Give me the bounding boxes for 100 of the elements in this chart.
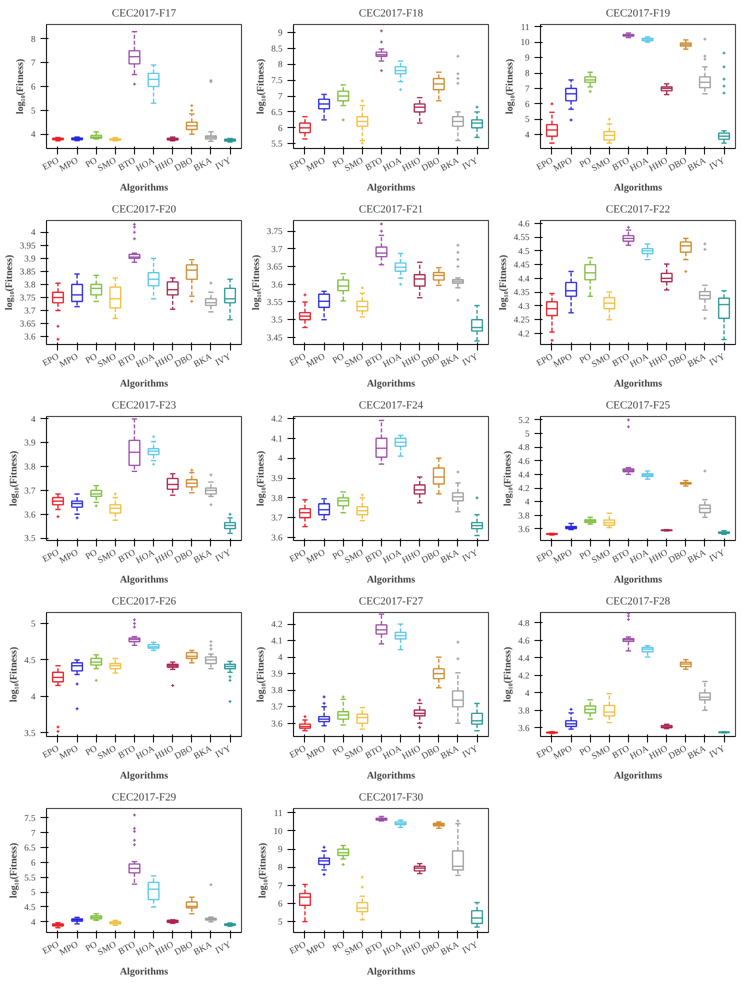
chart-title: CEC2017-F22 bbox=[606, 204, 670, 216]
y-tick-label: 3.9 bbox=[24, 438, 36, 448]
y-tick-label: 4.6 bbox=[518, 218, 530, 228]
y-tick-label: 10 bbox=[520, 37, 530, 48]
x-axis-title: Algorithms bbox=[366, 182, 416, 194]
x-tick-label: IVY bbox=[214, 154, 233, 172]
x-tick-label: MPO bbox=[58, 938, 80, 958]
y-tick-label: 4.1 bbox=[271, 433, 282, 444]
x-tick-label: SMO bbox=[342, 938, 366, 958]
y-tick-label: 4.5 bbox=[24, 902, 36, 912]
y-tick-label: 3.9 bbox=[24, 253, 36, 264]
y-axis-title: log₁₀(Fitness) bbox=[15, 58, 26, 114]
x-axis-title: Algorithms bbox=[366, 770, 416, 782]
x-tick-label: MPO bbox=[552, 350, 574, 370]
x-tick-label: SMO bbox=[96, 350, 118, 370]
y-tick-label: 3.8 bbox=[24, 462, 36, 472]
y-tick-label: 9 bbox=[525, 52, 530, 63]
y-tick-label: 4 bbox=[278, 652, 283, 662]
y-tick-label: 4.55 bbox=[514, 232, 530, 242]
x-tick-label: HOA bbox=[628, 742, 650, 762]
y-tick-label: 4 bbox=[31, 129, 36, 140]
y-tick-label: 3.8 bbox=[518, 510, 530, 520]
y-tick-label: 4.2 bbox=[271, 619, 282, 630]
chart-title: CEC2017-F17 bbox=[112, 8, 177, 20]
x-tick-label: IVY bbox=[214, 742, 233, 760]
y-tick-label: 3.6 bbox=[271, 718, 283, 728]
x-tick-label: HOA bbox=[628, 546, 650, 566]
x-tick-label: SMO bbox=[590, 350, 612, 370]
y-axis-title: log₁₀(Fitness) bbox=[250, 254, 262, 310]
x-tick-label: HOA bbox=[134, 154, 156, 174]
x-tick-label: IVY bbox=[460, 154, 480, 172]
y-tick-label: 4 bbox=[525, 496, 530, 507]
x-tick-label: HOA bbox=[381, 742, 404, 762]
x-tick-label: MPO bbox=[552, 154, 574, 174]
chart-title: CEC2017-F26 bbox=[112, 596, 177, 608]
x-axis-title: Algorithms bbox=[614, 182, 662, 194]
x-tick-label: MPO bbox=[304, 938, 327, 958]
y-tick-label: 3.6 bbox=[24, 509, 36, 520]
x-tick-label: SMO bbox=[96, 154, 118, 174]
x-tick-label: SMO bbox=[96, 938, 118, 958]
x-tick-label: HOA bbox=[134, 938, 156, 958]
x-tick-label: BKA bbox=[192, 742, 214, 761]
x-tick-label: IVY bbox=[460, 350, 480, 368]
y-tick-label: 4.6 bbox=[518, 635, 530, 646]
y-tick-label: 3.6 bbox=[518, 524, 530, 534]
x-tick-label: IVY bbox=[708, 742, 727, 760]
x-axis-title: Algorithms bbox=[120, 770, 168, 782]
x-axis-title: Algorithms bbox=[120, 966, 168, 978]
x-tick-label: IVY bbox=[460, 742, 480, 760]
y-tick-label: 4.4 bbox=[518, 652, 530, 663]
x-tick-label: SMO bbox=[342, 154, 366, 174]
x-tick-label: SMO bbox=[590, 742, 612, 762]
y-tick-label: 9 bbox=[278, 27, 283, 38]
y-axis-title: log₁₀(Fitness) bbox=[4, 254, 15, 310]
y-tick-label: 5.5 bbox=[271, 138, 283, 149]
y-tick-label: 8 bbox=[278, 59, 283, 70]
y-tick-label: 4.4 bbox=[518, 273, 530, 284]
x-tick-label: MPO bbox=[552, 546, 574, 566]
y-tick-label: 3.95 bbox=[20, 240, 36, 250]
y-tick-label: 5 bbox=[525, 114, 530, 124]
x-tick-label: MPO bbox=[58, 154, 80, 174]
y-tick-label: 4.25 bbox=[514, 314, 530, 325]
y-axis-title: log₁₀(Fitness) bbox=[8, 450, 20, 506]
x-axis-title: Algorithms bbox=[120, 182, 168, 194]
x-axis-title: Algorithms bbox=[120, 378, 168, 390]
y-tick-label: 7 bbox=[31, 58, 36, 68]
chart-title: CEC2017-F29 bbox=[112, 792, 177, 804]
x-tick-label: BKA bbox=[192, 154, 214, 173]
chart-title: CEC2017-F20 bbox=[112, 204, 177, 216]
x-tick-label: SMO bbox=[590, 546, 612, 566]
y-tick-label: 5 bbox=[31, 105, 36, 116]
y-tick-label: 3.8 bbox=[271, 492, 283, 503]
y-tick-label: 4 bbox=[278, 453, 283, 464]
y-tick-label: 4.1 bbox=[271, 636, 282, 646]
y-axis-title: log₁₀(Fitness) bbox=[8, 646, 20, 702]
x-tick-label: HOA bbox=[628, 154, 650, 174]
y-tick-label: 5 bbox=[31, 887, 36, 898]
x-tick-label: SMO bbox=[342, 546, 366, 566]
y-axis-title: log₁₀(Fitness) bbox=[504, 58, 516, 114]
chart-title: CEC2017-F30 bbox=[358, 792, 424, 804]
x-tick-label: BKA bbox=[192, 938, 214, 957]
x-tick-label: IVY bbox=[708, 154, 727, 172]
y-tick-label: 6.5 bbox=[24, 842, 36, 853]
x-tick-label: BKA bbox=[438, 154, 461, 173]
y-tick-label: 7 bbox=[525, 83, 530, 94]
y-tick-label: 4.6 bbox=[518, 456, 530, 466]
y-tick-label: 3.8 bbox=[271, 685, 283, 696]
x-tick-label: BKA bbox=[192, 350, 214, 369]
x-tick-label: SMO bbox=[342, 350, 366, 370]
y-tick-label: 3.5 bbox=[271, 314, 283, 325]
y-tick-label: 4 bbox=[31, 691, 36, 702]
x-tick-label: HOA bbox=[134, 546, 156, 566]
x-tick-label: BKA bbox=[192, 546, 214, 565]
y-tick-label: 4.4 bbox=[518, 469, 530, 480]
y-tick-label: 5 bbox=[525, 428, 530, 439]
y-tick-label: 4.2 bbox=[518, 483, 530, 494]
chart-title: CEC2017-F18 bbox=[358, 8, 424, 20]
x-tick-label: HOA bbox=[134, 350, 156, 370]
y-tick-label: 3.8 bbox=[518, 705, 530, 716]
x-tick-label: IVY bbox=[460, 938, 480, 956]
